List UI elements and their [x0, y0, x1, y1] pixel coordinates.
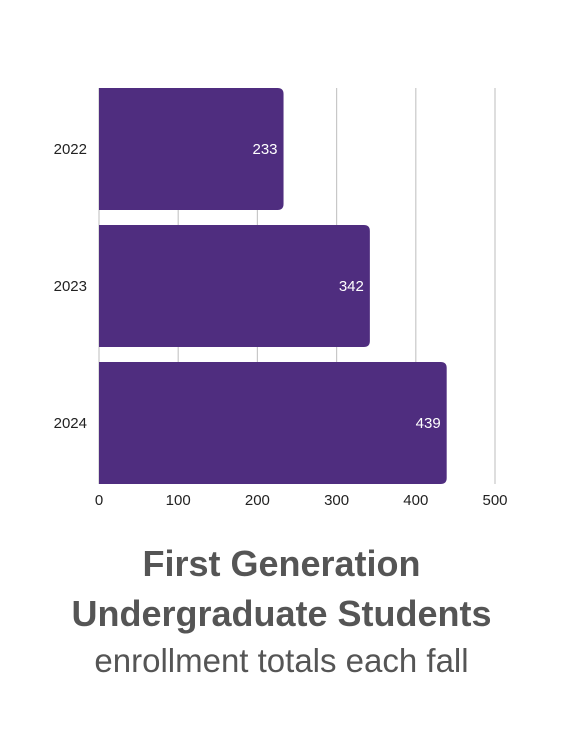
category-labels: 2022 2023 2024 [54, 141, 87, 432]
x-axis-tick-labels: 0 100 200 300 400 500 [95, 492, 508, 509]
data-label-2022: 233 [253, 141, 278, 158]
data-label-2023: 342 [339, 278, 364, 295]
x-tick-label: 100 [166, 492, 191, 509]
bar-chart: 233 342 439 2022 2023 2024 0 100 200 300 400 500 [54, 88, 508, 509]
category-label-2024: 2024 [54, 415, 87, 432]
data-label-2024: 439 [416, 415, 441, 432]
x-tick-label: 500 [482, 492, 507, 509]
bars [99, 88, 447, 484]
x-tick-label: 200 [245, 492, 270, 509]
chart-subtitle: enrollment totals each fall [94, 642, 469, 679]
data-labels: 233 342 439 [253, 141, 441, 432]
bar-2023 [99, 225, 370, 347]
x-tick-label: 300 [324, 492, 349, 509]
x-tick-label: 400 [403, 492, 428, 509]
category-label-2022: 2022 [54, 141, 87, 158]
category-label-2023: 2023 [54, 278, 87, 295]
x-tick-label: 0 [95, 492, 103, 509]
chart-title-line-1: First Generation [142, 543, 421, 584]
bar-2024 [99, 362, 447, 484]
bar-2022 [99, 88, 284, 210]
chart-title-line-2: Undergraduate Students [71, 593, 492, 634]
